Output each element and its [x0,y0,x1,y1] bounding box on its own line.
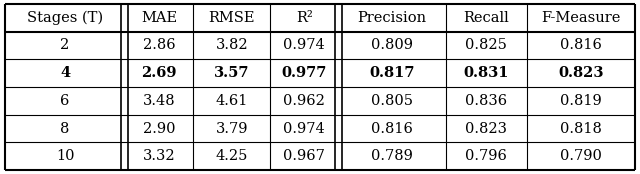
Text: F-Measure: F-Measure [541,11,621,25]
Text: 0.823: 0.823 [558,66,604,80]
Text: 0.816: 0.816 [560,38,602,52]
Text: 4: 4 [60,66,70,80]
Text: 3.32: 3.32 [143,149,175,163]
Text: 2.69: 2.69 [141,66,177,80]
Text: 0.816: 0.816 [371,122,413,136]
Text: 0.831: 0.831 [463,66,509,80]
Text: 4.61: 4.61 [216,94,248,108]
Text: 6: 6 [60,94,70,108]
Text: 0.836: 0.836 [465,94,508,108]
Text: 0.809: 0.809 [371,38,413,52]
Text: 0.962: 0.962 [284,94,325,108]
Text: 4.25: 4.25 [216,149,248,163]
Text: Recall: Recall [463,11,509,25]
Text: 0.789: 0.789 [371,149,413,163]
Text: 0.974: 0.974 [284,38,325,52]
Text: 3.82: 3.82 [216,38,248,52]
Text: 2.86: 2.86 [143,38,175,52]
Text: 0.974: 0.974 [284,122,325,136]
Text: 0.796: 0.796 [465,149,508,163]
Text: 0.790: 0.790 [560,149,602,163]
Text: 2: 2 [60,38,70,52]
Text: 2.90: 2.90 [143,122,175,136]
Text: 3.79: 3.79 [216,122,248,136]
Text: Stages (T): Stages (T) [27,10,103,25]
Text: 8: 8 [60,122,70,136]
Text: 0.823: 0.823 [465,122,508,136]
Text: Precision: Precision [358,11,427,25]
Text: 0.818: 0.818 [560,122,602,136]
Text: 0.805: 0.805 [371,94,413,108]
Text: 0.977: 0.977 [282,66,327,80]
Text: 10: 10 [56,149,74,163]
Text: MAE: MAE [141,11,177,25]
Text: 0.825: 0.825 [465,38,508,52]
Text: 0.817: 0.817 [369,66,415,80]
Text: R²: R² [296,11,312,25]
Text: 0.819: 0.819 [560,94,602,108]
Text: 0.967: 0.967 [284,149,325,163]
Text: 3.57: 3.57 [214,66,250,80]
Text: RMSE: RMSE [209,11,255,25]
Text: 3.48: 3.48 [143,94,175,108]
